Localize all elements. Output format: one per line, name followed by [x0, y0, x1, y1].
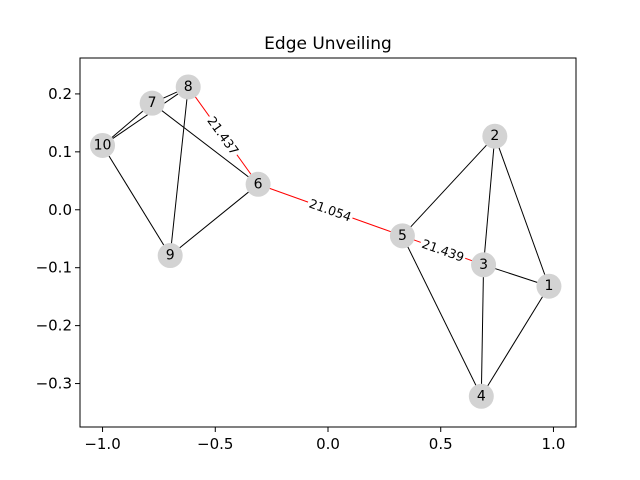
- node-label-5: 5: [398, 228, 407, 244]
- node-7: 7: [139, 90, 165, 116]
- node-3: 3: [471, 252, 497, 278]
- node-2: 2: [482, 123, 508, 149]
- node-label-6: 6: [254, 176, 263, 192]
- y-tick-label: −0.1: [36, 259, 72, 277]
- node-label-8: 8: [184, 79, 193, 95]
- edge-9-10: [102, 145, 171, 256]
- edge-2-5: [402, 135, 496, 237]
- x-tick-label: 0.0: [316, 435, 340, 453]
- node-label-4: 4: [477, 388, 486, 404]
- node-label-10: 10: [94, 137, 112, 153]
- node-circle-4: [468, 383, 494, 409]
- node-circle-7: [139, 90, 165, 116]
- y-axis-ticks: 0.2 0.1 0.0 −0.1 −0.2 −0.3: [36, 85, 80, 393]
- node-circle-2: [482, 123, 508, 149]
- edge-1-2: [494, 136, 550, 287]
- node-1: 1: [536, 273, 562, 299]
- edge-8-9: [169, 86, 189, 256]
- edge-label-background: [305, 193, 356, 227]
- edge-6-7: [151, 102, 259, 185]
- node-circle-8: [175, 74, 201, 100]
- chart-title: Edge Unveiling: [264, 34, 392, 54]
- node-4: 4: [468, 383, 494, 409]
- edge-6-9: [169, 183, 259, 256]
- x-tick-label: 0.5: [429, 435, 453, 453]
- x-axis-ticks: −1.0 −0.5 0.0 0.5 1.0: [84, 427, 565, 453]
- node-circle-5: [389, 223, 415, 249]
- node-circle-9: [157, 243, 183, 269]
- x-tick-label: 1.0: [542, 435, 566, 453]
- node-label-9: 9: [166, 248, 175, 264]
- y-tick-label: −0.2: [36, 317, 72, 335]
- edge-1-4: [480, 285, 550, 397]
- edge-4-5: [401, 235, 482, 397]
- node-circle-1: [536, 273, 562, 299]
- edge-label-background: [202, 111, 245, 161]
- node-label-1: 1: [544, 278, 553, 294]
- y-tick-label: 0.2: [48, 85, 72, 103]
- node-label-7: 7: [148, 95, 157, 111]
- y-tick-label: −0.3: [36, 375, 72, 393]
- edge-2-3: [483, 136, 496, 265]
- y-tick-label: 0.0: [48, 201, 72, 219]
- node-5: 5: [389, 223, 415, 249]
- node-8: 8: [175, 74, 201, 100]
- node-label-3: 3: [479, 257, 488, 273]
- node-circle-6: [245, 171, 271, 197]
- nodes-layer: 1 2 3 4 5 6 7 8 9 10: [90, 74, 562, 409]
- x-tick-label: −0.5: [197, 435, 233, 453]
- node-10: 10: [90, 132, 116, 158]
- node-circle-3: [471, 252, 497, 278]
- edge-3-4: [480, 264, 485, 397]
- x-tick-label: −1.0: [84, 435, 120, 453]
- y-tick-label: 0.1: [48, 143, 72, 161]
- node-circle-10: [90, 132, 116, 158]
- node-9: 9: [157, 243, 183, 269]
- node-6: 6: [245, 171, 271, 197]
- edge-8-10: [102, 86, 189, 146]
- node-label-2: 2: [490, 128, 499, 144]
- edge-label-background: [417, 233, 469, 267]
- edges-layer: [102, 86, 550, 397]
